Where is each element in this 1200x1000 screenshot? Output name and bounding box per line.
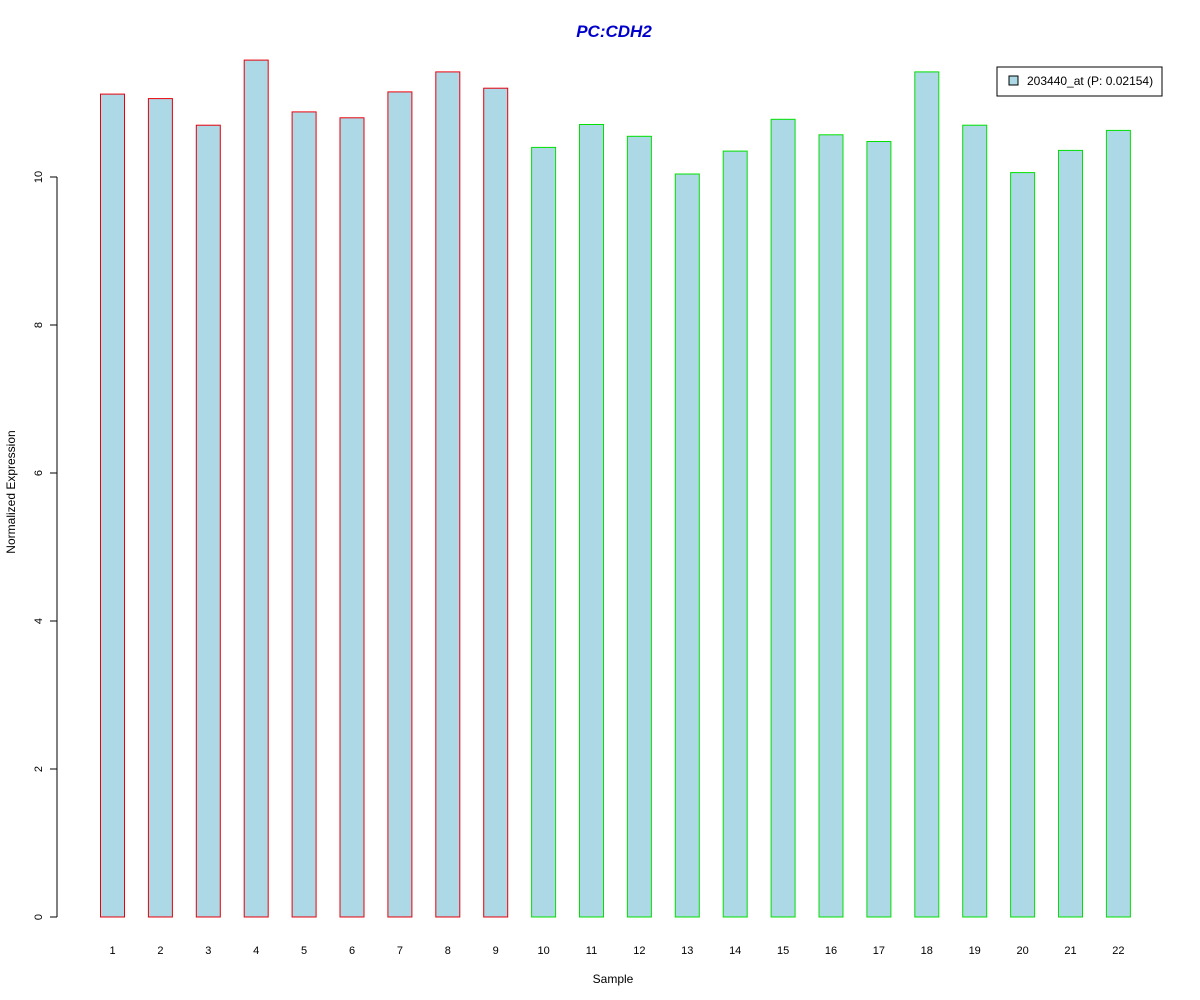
- x-tick-label: 2: [157, 945, 163, 957]
- x-tick-label: 6: [349, 945, 355, 957]
- legend: 203440_at (P: 0.02154): [996, 66, 1163, 97]
- x-tick-label: 3: [205, 945, 211, 957]
- x-tick-label: 11: [586, 945, 597, 957]
- bar-sample-19: [962, 124, 988, 918]
- x-axis-title: Sample: [593, 972, 634, 986]
- chart-title: PC:CDH2: [576, 22, 652, 41]
- bar-sample-9: [483, 87, 509, 918]
- y-axis: 0 2 4 6 8 10: [33, 171, 58, 920]
- bar-sample-17: [866, 141, 892, 918]
- y-tick-label: 8: [33, 322, 45, 328]
- x-tick-label: 20: [1016, 945, 1028, 957]
- bar-sample-8: [435, 71, 461, 918]
- x-tick-label: 21: [1064, 945, 1076, 957]
- x-tick-label: 15: [777, 945, 789, 957]
- x-tick-label: 9: [493, 945, 499, 957]
- x-axis-tick-labels: 1 2 3 4 5 6 7 8 9 10 11 12 13 14 15 16 17 18 19 20 21 22: [109, 945, 1124, 957]
- x-tick-label: 13: [681, 945, 693, 957]
- bar-sample-12: [626, 135, 652, 918]
- bar-sample-11: [579, 124, 604, 918]
- bar-sample-4: [243, 59, 269, 918]
- legend-entry-label: 203440_at (P: 0.02154): [1027, 74, 1153, 88]
- legend-box: [996, 66, 1163, 97]
- bar-sample-2: [147, 98, 173, 918]
- bar-sample-22: [1105, 129, 1131, 918]
- y-axis-ticks: 0 2 4 6 8 10: [33, 171, 57, 920]
- legend-swatch: [1008, 75, 1019, 86]
- bar-sample-15: [770, 118, 796, 918]
- y-tick-label: 0: [33, 914, 45, 920]
- y-axis-title: Normalized Expression: [4, 430, 18, 553]
- x-tick-label: 7: [397, 945, 403, 957]
- y-tick-label: 10: [33, 171, 45, 183]
- bar-sample-13: [674, 173, 700, 918]
- x-tick-label: 5: [301, 945, 307, 957]
- x-tick-label: 22: [1112, 945, 1124, 957]
- bar-sample-20: [1010, 172, 1036, 918]
- bars-layer: [100, 59, 1131, 918]
- x-tick-label: 16: [825, 945, 837, 957]
- y-tick-label: 2: [33, 766, 45, 772]
- y-tick-label: 4: [33, 618, 45, 624]
- x-tick-label: 18: [921, 945, 933, 957]
- bar-sample-18: [914, 71, 940, 918]
- x-tick-label: 4: [253, 945, 259, 957]
- x-tick-label: 12: [633, 945, 645, 957]
- bar-sample-3: [195, 124, 221, 918]
- bar-sample-10: [531, 146, 557, 918]
- x-tick-label: 19: [969, 945, 981, 957]
- y-tick-label: 6: [33, 470, 45, 476]
- bar-sample-6: [339, 117, 365, 918]
- bar-sample-21: [1058, 149, 1083, 918]
- bar-sample-7: [387, 91, 413, 918]
- x-tick-label: 14: [729, 945, 741, 957]
- bar-sample-1: [100, 93, 125, 918]
- x-tick-label: 8: [445, 945, 451, 957]
- x-tick-label: 1: [109, 945, 115, 957]
- bar-sample-16: [818, 134, 844, 918]
- x-tick-label: 17: [873, 945, 885, 957]
- x-tick-label: 10: [537, 945, 549, 957]
- bar-sample-5: [291, 111, 317, 918]
- bar-sample-14: [722, 150, 748, 918]
